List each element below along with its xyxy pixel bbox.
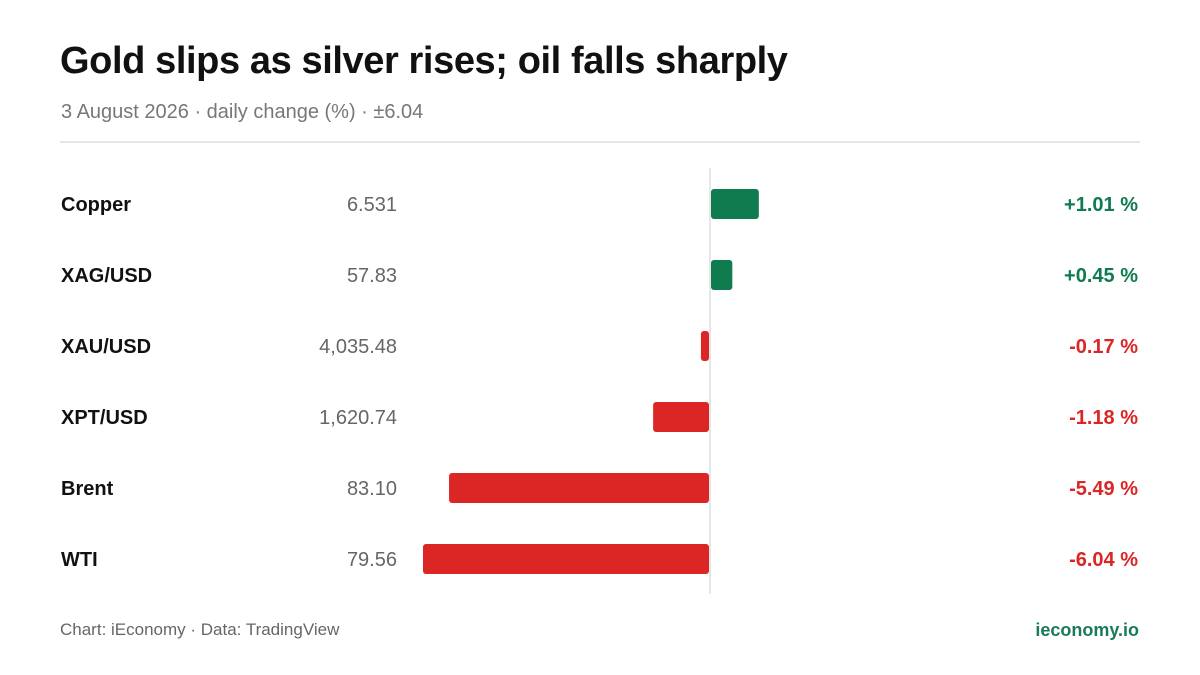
price-value: 57.83 — [347, 265, 397, 287]
change-label: -5.49 % — [1069, 478, 1138, 500]
category-label: XAU/USD — [61, 336, 151, 358]
change-label: +0.45 % — [1064, 265, 1138, 287]
category-label: Brent — [61, 478, 114, 500]
price-value: 83.10 — [347, 478, 397, 500]
category-label: XPT/USD — [61, 407, 148, 429]
price-value: 6.531 — [347, 194, 397, 216]
header-divider — [60, 141, 1140, 143]
change-label: -0.17 % — [1069, 336, 1138, 358]
bar — [700, 331, 709, 361]
category-label: XAG/USD — [61, 265, 152, 287]
chart-title: Gold slips as silver rises; oil falls sh… — [60, 40, 788, 82]
price-value: 4,035.48 — [319, 336, 397, 358]
bar — [711, 189, 759, 219]
price-value: 79.56 — [347, 549, 397, 571]
change-label: -1.18 % — [1069, 407, 1138, 429]
category-label: Copper — [61, 194, 131, 216]
bar — [449, 473, 709, 503]
bar — [711, 260, 733, 290]
change-label: +1.01 % — [1064, 194, 1138, 216]
brand-link[interactable]: ieconomy.io — [1035, 620, 1139, 640]
chart-subtitle: 3 August 2026 · daily change (%) · ±6.04 — [61, 101, 424, 123]
price-value: 1,620.74 — [319, 407, 397, 429]
change-label: -6.04 % — [1069, 549, 1138, 571]
bar — [423, 544, 709, 574]
chart-source: Chart: iEconomy · Data: TradingView — [60, 620, 340, 639]
category-label: WTI — [61, 549, 98, 571]
bar — [653, 402, 709, 432]
